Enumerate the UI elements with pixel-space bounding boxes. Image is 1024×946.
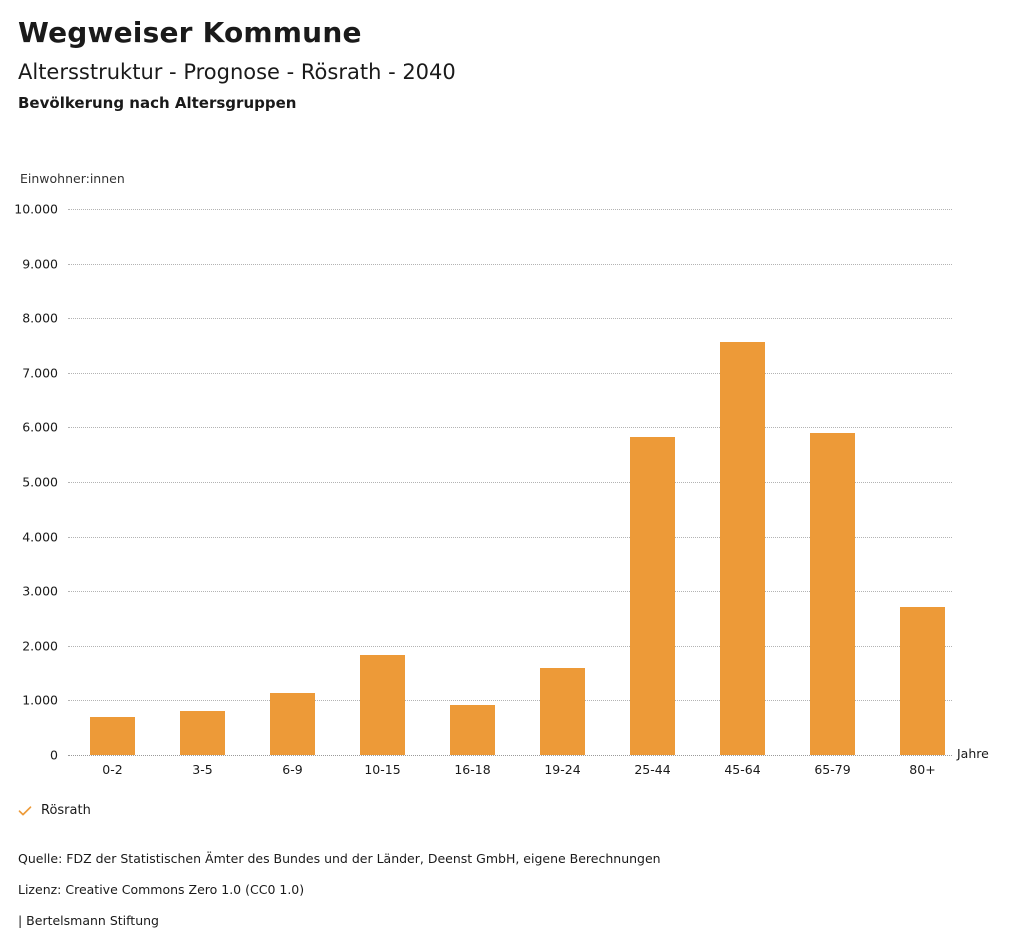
x-axis-tick-label: 6-9 [282, 762, 303, 777]
gridline [68, 209, 952, 210]
gridline [68, 591, 952, 593]
x-axis-tick-label: 19-24 [544, 762, 581, 777]
bar[interactable] [540, 667, 585, 755]
x-axis-tick-label: 16-18 [454, 762, 491, 777]
gridline [68, 263, 952, 265]
gridline [68, 755, 952, 756]
y-axis-tick-label: 10.000 [14, 201, 58, 217]
bar[interactable] [180, 711, 225, 755]
bar[interactable] [450, 704, 495, 755]
chart-subtitle: Altersstruktur - Prognose - Rösrath - 20… [18, 60, 456, 84]
gridline [68, 482, 952, 483]
bar[interactable] [810, 432, 855, 755]
y-axis-tick-label: 1.000 [22, 692, 58, 708]
bar[interactable] [270, 693, 315, 755]
chart-sub-subtitle: Bevölkerung nach Altersgruppen [18, 94, 297, 112]
bar-series-roesrath [68, 209, 952, 755]
gridline [68, 372, 952, 374]
source-text: Quelle: FDZ der Statistischen Ämter des … [18, 851, 661, 866]
gridline [68, 318, 952, 320]
bar-chart: Einwohner:innen 0 1.000 2.000 3.000 4.000 5.0… [2, 171, 989, 784]
chart-footer: Quelle: FDZ der Statistischen Ämter des … [18, 843, 998, 936]
chart-header: Wegweiser Kommune Altersstruktur - Progn… [18, 16, 998, 113]
y-axis-tick-label: 5.000 [22, 474, 58, 490]
x-axis-tick-label: 3-5 [192, 762, 213, 777]
x-axis-tick-label: 10-15 [364, 762, 401, 777]
x-axis-tick-label: 45-64 [724, 762, 761, 777]
y-axis-title: Einwohner:innen [20, 171, 125, 186]
bar[interactable] [900, 607, 945, 755]
legend-item-label: Rösrath [41, 803, 91, 818]
y-axis-tick-label: 2.000 [22, 638, 58, 654]
bar[interactable] [90, 716, 135, 755]
gridline [68, 427, 952, 429]
chart-legend[interactable]: Rösrath [18, 803, 91, 818]
bar[interactable] [630, 437, 675, 755]
gridline [68, 700, 952, 702]
plot-area [68, 209, 952, 756]
x-axis-tick-label: 0-2 [102, 762, 123, 777]
gridline [68, 645, 952, 647]
x-axis-tick-label: 25-44 [634, 762, 671, 777]
x-axis-title: Jahre [957, 746, 989, 761]
y-axis-tick-labels: 0 1.000 2.000 3.000 4.000 5.000 6.000 7.000 8.00… [2, 202, 58, 763]
y-axis-tick-label: 9.000 [22, 256, 58, 272]
y-axis-tick-label: 8.000 [22, 310, 58, 326]
x-axis-tick-labels: 0-2 3-5 6-9 10-15 16-18 19-24 25-44 45-64 65-79 8… [68, 762, 952, 784]
gridline [68, 536, 952, 538]
y-axis-tick-label: 6.000 [22, 419, 58, 435]
y-axis-tick-label: 0 [50, 747, 58, 763]
y-axis-tick-label: 4.000 [22, 529, 58, 545]
publisher-text: | Bertelsmann Stiftung [18, 913, 159, 928]
page-title: Wegweiser Kommune [18, 16, 362, 49]
x-axis-tick-label: 80+ [909, 762, 936, 777]
check-icon [18, 804, 32, 818]
bar[interactable] [360, 654, 405, 755]
y-axis-tick-label: 7.000 [22, 365, 58, 381]
y-axis-tick-label: 3.000 [22, 583, 58, 599]
x-axis-tick-label: 65-79 [814, 762, 851, 777]
bar[interactable] [720, 341, 765, 755]
license-text: Lizenz: Creative Commons Zero 1.0 (CC0 1… [18, 882, 305, 897]
